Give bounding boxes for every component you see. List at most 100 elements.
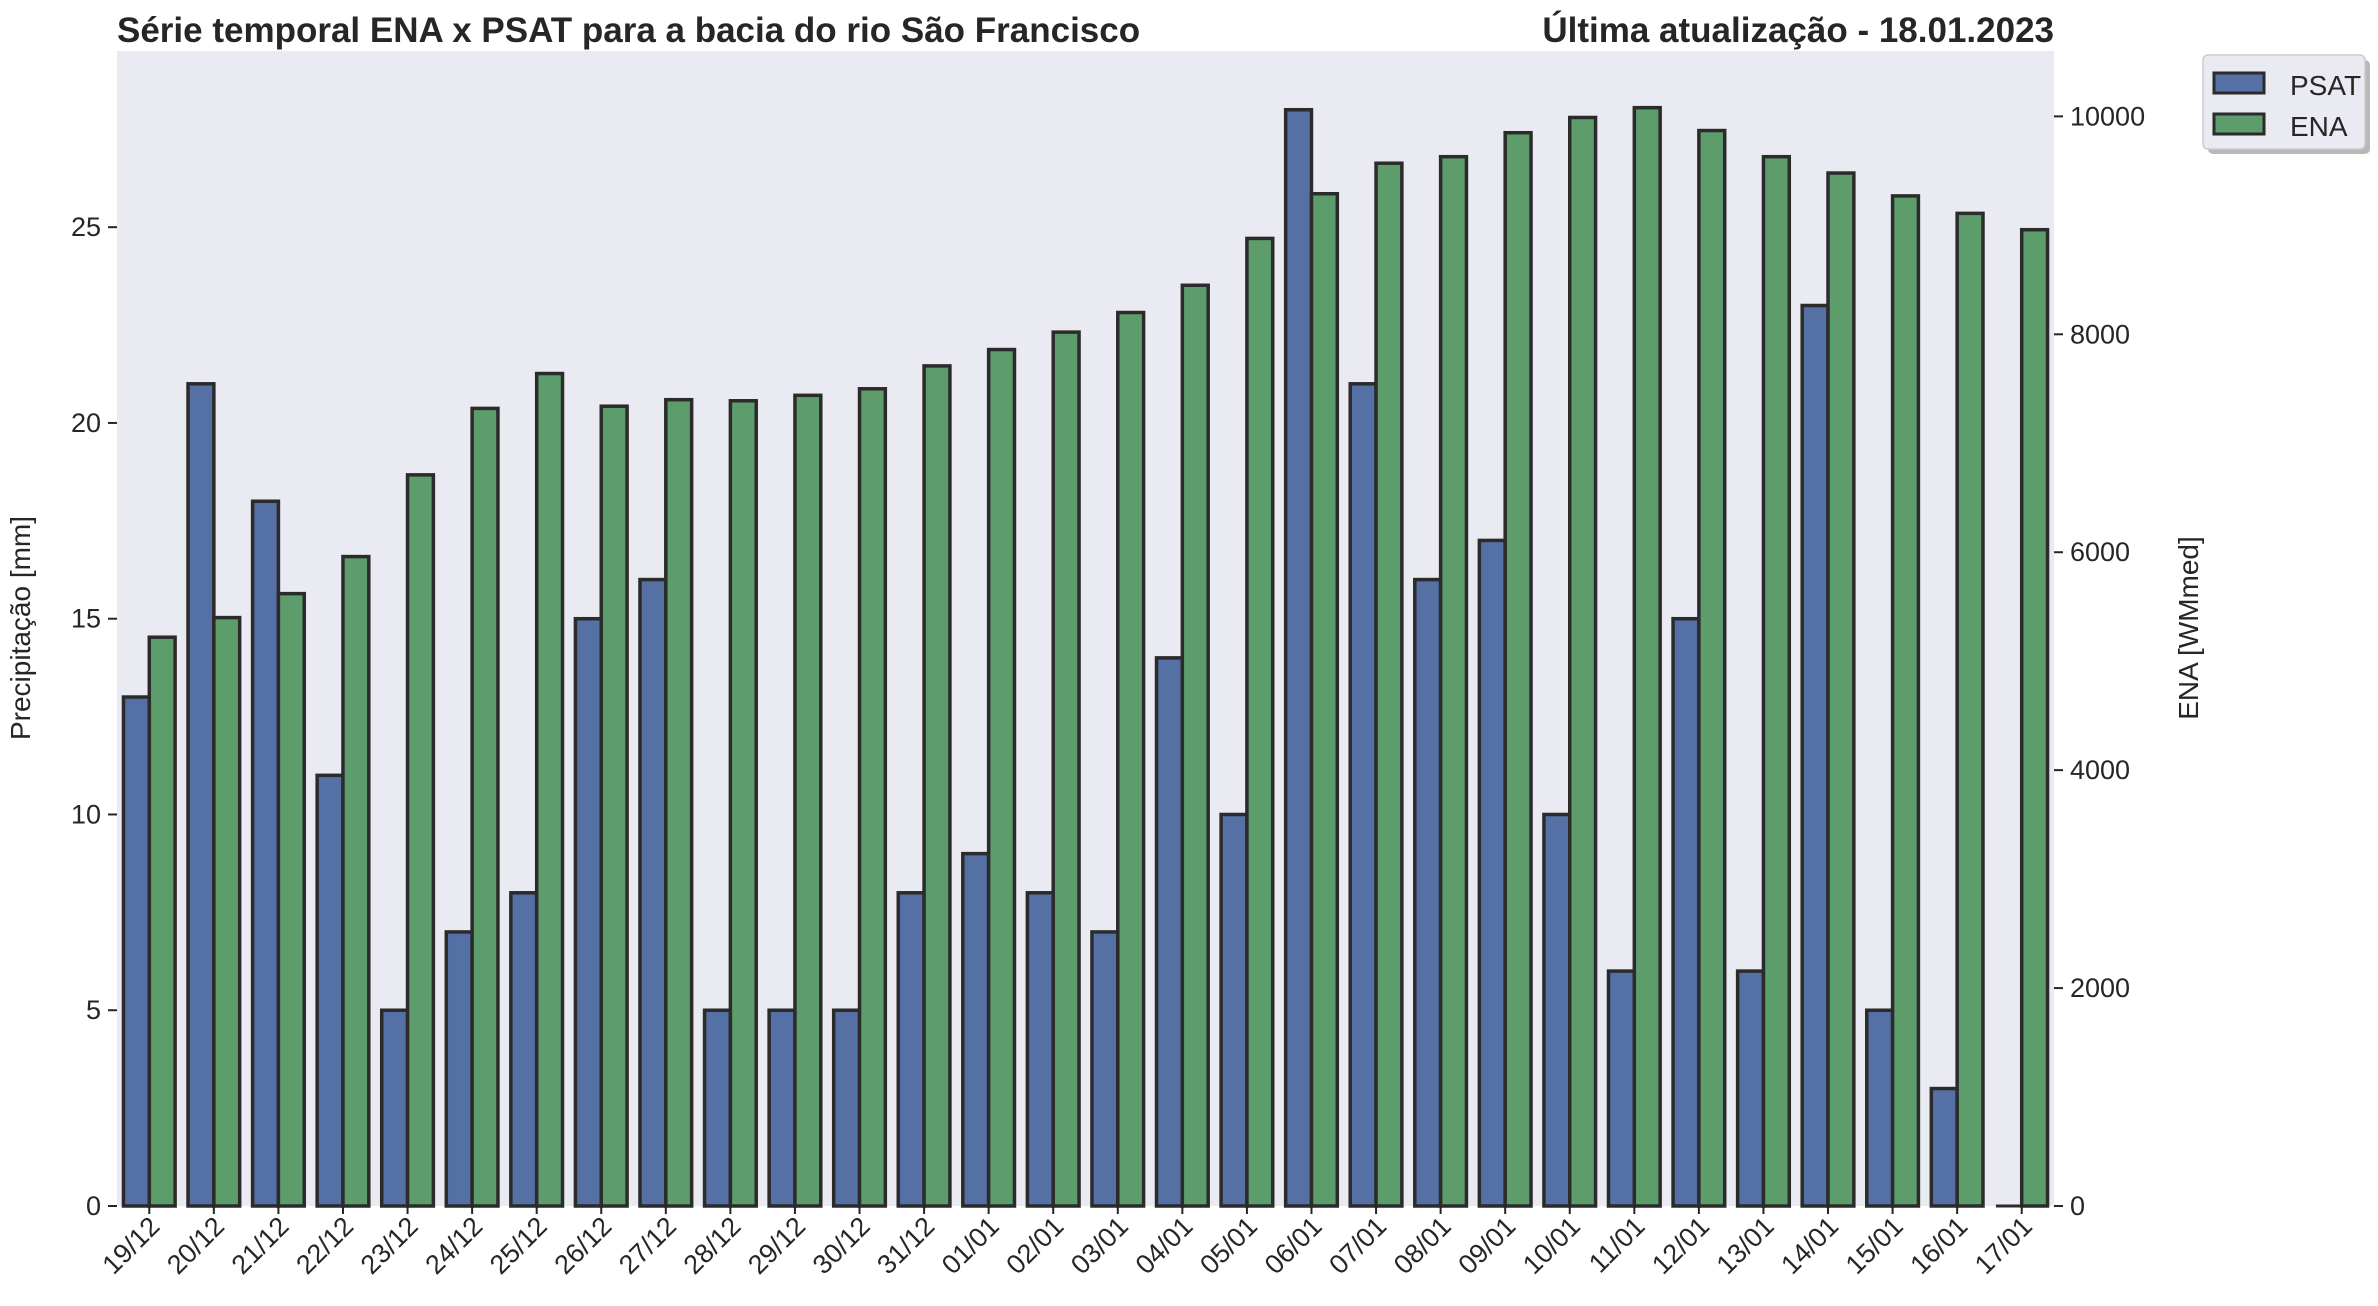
bar-psat [573, 616, 604, 1208]
x-tick-label: 19/12 [97, 1211, 166, 1280]
y2-axis-label: ENA [WMmed] [2173, 536, 2204, 720]
x-tick-label: 31/12 [871, 1211, 940, 1280]
bar-ena [664, 397, 694, 1208]
bar-ena [276, 591, 306, 1208]
bar-ena [1503, 130, 1533, 1208]
bar-psat [1865, 1008, 1895, 1208]
legend-swatch-psat [2212, 71, 2266, 95]
y2-tick-label: 6000 [2070, 537, 2130, 567]
x-tick-label: 07/01 [1323, 1211, 1392, 1280]
bar-psat [896, 891, 926, 1208]
bar-ena [728, 399, 758, 1208]
y-tick-label: 0 [86, 1191, 101, 1221]
y-tick-label: 15 [71, 604, 101, 634]
y-tick-label: 20 [71, 408, 101, 438]
bar-psat [1477, 538, 1507, 1208]
bar-ena [1374, 161, 1404, 1208]
x-tick-label: 25/12 [484, 1211, 553, 1280]
legend-label-psat: PSAT [2290, 70, 2361, 101]
bar-ena [1632, 105, 1662, 1208]
bars-layer [121, 105, 2050, 1208]
bar-ena [147, 635, 177, 1208]
plot-area [117, 51, 2054, 1206]
legend-swatch-ena [2212, 112, 2266, 136]
bar-psat [1542, 812, 1572, 1208]
bar-ena [1761, 154, 1792, 1208]
x-tick-label: 30/12 [807, 1211, 876, 1280]
bar-psat [250, 499, 281, 1208]
y2-tick-label: 8000 [2070, 319, 2130, 349]
x-tick-label: 08/01 [1388, 1211, 1457, 1280]
bar-psat [1154, 656, 1185, 1208]
x-tick-label: 29/12 [742, 1211, 811, 1280]
bar-ena [857, 387, 888, 1208]
x-tick-label: 11/01 [1583, 1211, 1651, 1279]
bar-psat [702, 1008, 733, 1208]
bar-psat [444, 930, 474, 1208]
x-tick-label: 10/01 [1517, 1211, 1586, 1280]
bar-ena [1245, 236, 1275, 1208]
bar-psat [1090, 930, 1120, 1208]
bar-ena [2019, 227, 2050, 1208]
x-tick-label: 27/12 [613, 1211, 682, 1280]
bar-ena [1955, 211, 1985, 1208]
x-tick-label: 01/01 [936, 1211, 1005, 1280]
right-axis: 0 2000 4000 6000 8000 10000 [2054, 101, 2145, 1221]
y-tick-label: 25 [71, 212, 101, 242]
x-tick-label: 17/01 [1969, 1211, 2038, 1280]
bar-ena [1568, 115, 1598, 1208]
bar-psat [638, 577, 668, 1208]
bar-ena [1826, 171, 1856, 1208]
x-tick-label: 06/01 [1259, 1211, 1328, 1280]
bar-psat [961, 851, 991, 1208]
bar-ena [1309, 191, 1340, 1208]
x-tick-label: 14/01 [1775, 1211, 1844, 1280]
x-tick-label: 23/12 [355, 1211, 424, 1280]
bar-psat [186, 382, 216, 1208]
bar-ena [212, 615, 242, 1208]
bar-psat [767, 1008, 797, 1208]
legend: PSAT ENA [2202, 54, 2370, 154]
bar-psat [509, 891, 539, 1208]
x-tick-label: 21/12 [226, 1211, 295, 1280]
y-tick-label: 10 [71, 799, 101, 829]
x-tick-label: 12/01 [1646, 1211, 1715, 1280]
bar-ena [1697, 128, 1727, 1208]
bar-psat [1025, 891, 1055, 1208]
y2-tick-label: 2000 [2070, 973, 2130, 1003]
bar-psat [831, 1008, 862, 1208]
bar-psat [1929, 1086, 1959, 1208]
y-axis-label: Precipitação [mm] [5, 516, 36, 740]
y2-tick-label: 10000 [2070, 101, 2145, 131]
x-tick-label: 15/01 [1840, 1211, 1909, 1280]
x-tick-label: 05/01 [1194, 1211, 1263, 1280]
bar-psat [1800, 303, 1830, 1208]
x-tick-label: 04/01 [1130, 1211, 1199, 1280]
x-tick-label: 13/01 [1711, 1211, 1780, 1280]
y-tick-label: 5 [86, 995, 101, 1025]
bar-psat [1283, 107, 1314, 1208]
bar-ena [922, 364, 952, 1208]
bar-ena [405, 473, 436, 1208]
bar-ena [1051, 330, 1081, 1208]
bar-ena [986, 347, 1017, 1208]
bar-ena [1890, 194, 1921, 1208]
bar-ena [1438, 154, 1469, 1208]
bar-psat [1606, 969, 1637, 1208]
x-tick-label: 09/01 [1452, 1211, 1521, 1280]
bar-ena [1116, 310, 1146, 1208]
bar-psat [1671, 616, 1701, 1208]
bar-ena [470, 406, 500, 1208]
bar-psat [379, 1008, 410, 1208]
x-axis: 19/1220/1221/1222/1223/1224/1225/1226/12… [97, 1206, 2038, 1280]
x-tick-label: 24/12 [419, 1211, 488, 1280]
bar-ena [793, 393, 823, 1208]
x-tick-label: 02/01 [1000, 1211, 1069, 1280]
y2-tick-label: 4000 [2070, 755, 2130, 785]
bar-ena [534, 371, 565, 1208]
x-tick-label: 03/01 [1065, 1211, 1134, 1280]
bar-ena [1180, 283, 1210, 1208]
bar-ena [341, 554, 371, 1208]
x-tick-label: 16/01 [1904, 1211, 1973, 1280]
